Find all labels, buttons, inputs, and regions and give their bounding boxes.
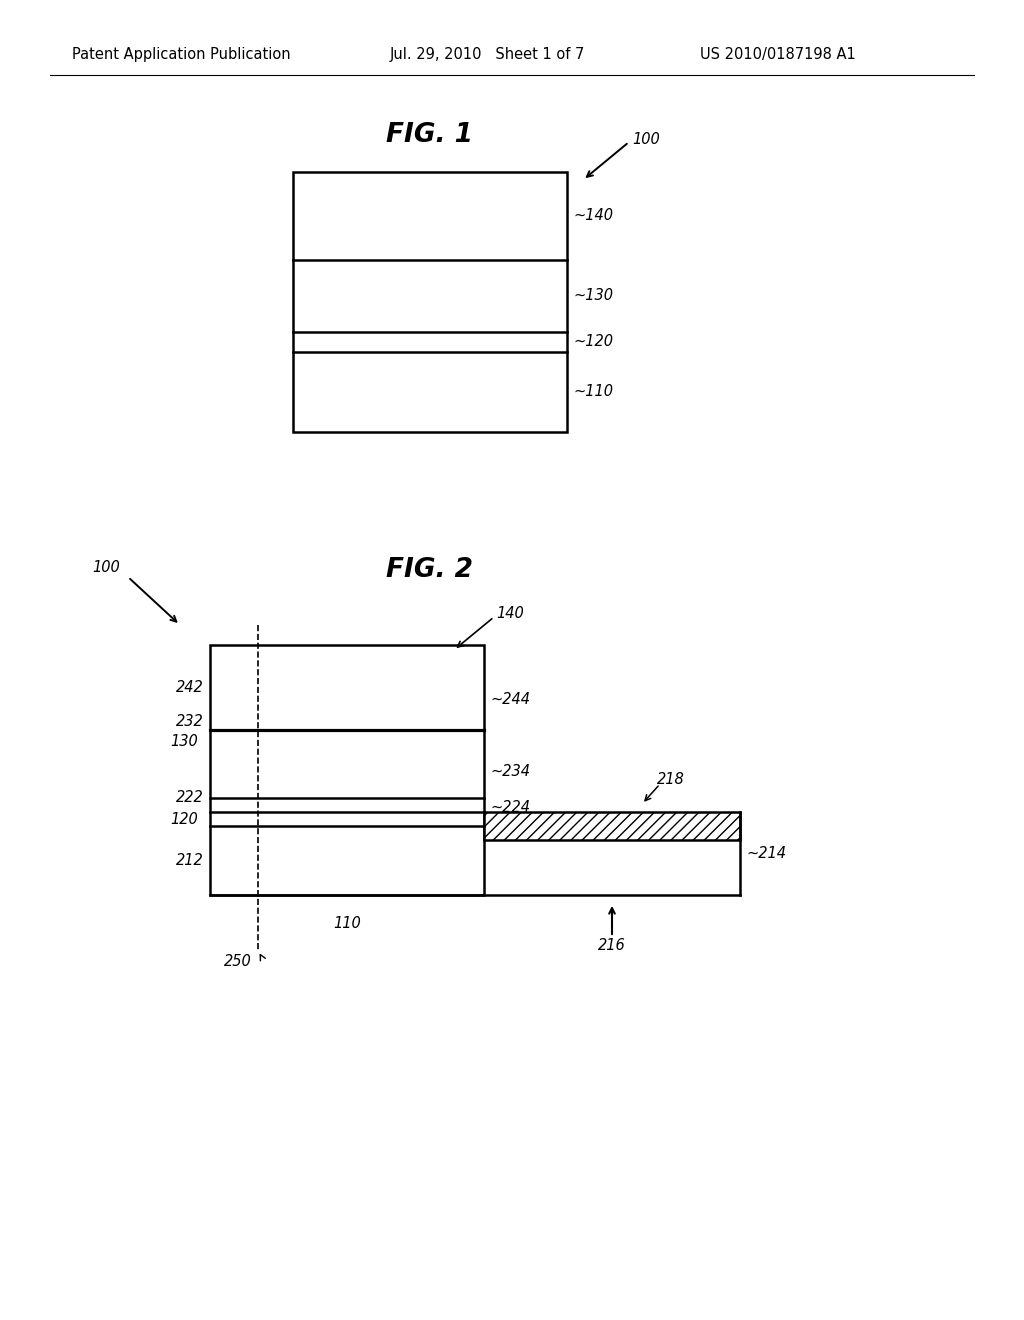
- Text: Patent Application Publication: Patent Application Publication: [72, 48, 291, 62]
- Text: 110: 110: [333, 916, 360, 931]
- Text: US 2010/0187198 A1: US 2010/0187198 A1: [700, 48, 856, 62]
- Text: 250: 250: [224, 953, 252, 969]
- Text: 120: 120: [170, 813, 198, 828]
- Text: 218: 218: [657, 772, 685, 788]
- Text: ~110: ~110: [573, 384, 613, 400]
- Text: 130: 130: [170, 734, 198, 750]
- Bar: [484, 812, 740, 840]
- Text: ~224: ~224: [490, 800, 530, 814]
- Text: 100: 100: [92, 560, 120, 574]
- Text: ~130: ~130: [573, 289, 613, 304]
- Text: 100: 100: [632, 132, 659, 148]
- Bar: [210, 645, 484, 895]
- Text: FIG. 1: FIG. 1: [386, 121, 473, 148]
- Text: ~140: ~140: [573, 209, 613, 223]
- Text: ~244: ~244: [490, 692, 530, 708]
- Text: ~234: ~234: [490, 764, 530, 780]
- Text: 222: 222: [176, 791, 204, 805]
- Text: 232: 232: [176, 714, 204, 729]
- Text: 242: 242: [176, 680, 204, 696]
- Bar: [293, 172, 567, 432]
- Text: 216: 216: [598, 937, 626, 953]
- Text: 140: 140: [496, 606, 523, 620]
- Text: 212: 212: [176, 853, 204, 869]
- Text: FIG. 2: FIG. 2: [386, 557, 473, 583]
- Text: Jul. 29, 2010   Sheet 1 of 7: Jul. 29, 2010 Sheet 1 of 7: [390, 48, 586, 62]
- Text: ~120: ~120: [573, 334, 613, 350]
- Text: ~214: ~214: [746, 846, 786, 861]
